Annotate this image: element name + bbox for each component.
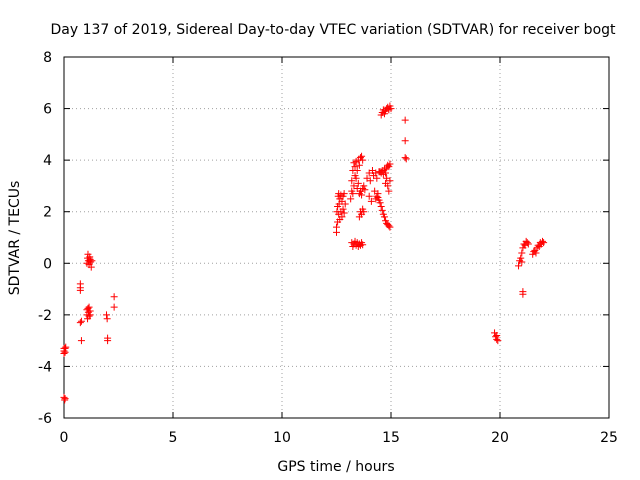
data-point <box>353 166 361 174</box>
data-point <box>349 190 357 198</box>
data-point <box>358 152 366 160</box>
data-point <box>110 293 118 301</box>
data-point <box>386 160 394 168</box>
data-point <box>540 239 548 247</box>
data-point <box>385 187 393 195</box>
y-tick-label: 0 <box>43 256 52 272</box>
data-points <box>60 102 548 404</box>
x-tick-label: 15 <box>382 430 400 446</box>
data-point <box>341 200 349 208</box>
data-point <box>87 263 95 271</box>
data-point <box>333 223 340 231</box>
data-point <box>86 311 94 319</box>
data-point <box>518 249 526 257</box>
y-axis-label: SDTVAR / TECUs <box>7 181 23 296</box>
data-point <box>339 205 347 213</box>
data-point <box>373 174 381 182</box>
x-tick-label: 20 <box>491 430 509 446</box>
plot-frame <box>63 56 610 419</box>
data-point <box>377 203 385 211</box>
data-point <box>402 155 410 163</box>
x-tick-label: 10 <box>273 430 291 446</box>
data-point <box>519 290 527 298</box>
data-point <box>386 223 394 231</box>
data-point <box>103 311 111 319</box>
data-point <box>365 192 373 200</box>
y-tick-label: -2 <box>38 308 52 324</box>
data-point <box>539 237 547 245</box>
data-point <box>494 337 502 345</box>
data-point <box>355 161 363 169</box>
data-point <box>87 258 95 266</box>
data-point <box>386 177 394 185</box>
data-point <box>401 137 409 145</box>
data-point <box>384 182 392 190</box>
x-tick-label: 25 <box>600 430 618 446</box>
data-point <box>77 337 85 345</box>
data-point <box>401 116 409 124</box>
data-point <box>103 315 111 323</box>
data-point <box>532 249 540 257</box>
data-point <box>110 303 118 311</box>
data-point <box>385 222 393 230</box>
data-point <box>352 174 360 182</box>
data-point <box>517 254 525 262</box>
y-tick-label: 2 <box>43 205 52 221</box>
y-tick-label: 8 <box>43 50 52 66</box>
data-point <box>104 337 112 345</box>
data-point <box>376 199 384 207</box>
data-point <box>338 213 346 221</box>
data-point <box>62 343 70 351</box>
data-point <box>378 206 386 214</box>
chart-title: Day 137 of 2019, Sidereal Day-to-day VTE… <box>50 22 616 38</box>
data-point <box>359 156 367 164</box>
x-tick-label: 0 <box>60 430 69 446</box>
x-tick-label: 5 <box>169 430 178 446</box>
data-point <box>360 182 368 190</box>
data-point <box>77 317 85 325</box>
data-point <box>88 257 96 265</box>
data-point <box>401 154 409 162</box>
data-point <box>361 186 369 194</box>
data-point <box>382 169 390 177</box>
data-point <box>60 350 68 358</box>
data-point <box>340 209 348 217</box>
data-point <box>358 191 366 199</box>
data-point <box>351 163 359 171</box>
data-point <box>524 240 532 248</box>
data-point <box>61 348 69 356</box>
tick-labels: 0 5 10 15 20 25 -6 -4 -2 0 2 4 6 8 <box>38 50 618 446</box>
data-point <box>493 331 501 339</box>
data-point <box>348 177 356 185</box>
data-point <box>523 239 531 247</box>
data-point <box>340 190 348 198</box>
y-tick-label: 6 <box>43 102 52 118</box>
data-point <box>387 105 395 113</box>
data-point <box>367 197 375 205</box>
y-tick-label: -4 <box>38 359 52 375</box>
data-point <box>85 312 93 320</box>
data-point <box>518 258 526 266</box>
data-point <box>380 213 388 221</box>
y-tick-label: 4 <box>43 153 52 169</box>
y-tick-label: -6 <box>38 411 52 427</box>
data-point <box>76 319 84 327</box>
data-point <box>347 195 355 203</box>
data-point <box>354 179 362 187</box>
data-point <box>61 395 69 403</box>
data-point <box>76 286 84 294</box>
x-axis-label: GPS time / hours <box>277 459 394 475</box>
data-point <box>366 177 374 185</box>
data-point <box>360 208 368 216</box>
data-point <box>359 241 367 249</box>
data-point <box>85 303 93 311</box>
data-point <box>373 192 381 200</box>
data-point <box>515 262 523 270</box>
